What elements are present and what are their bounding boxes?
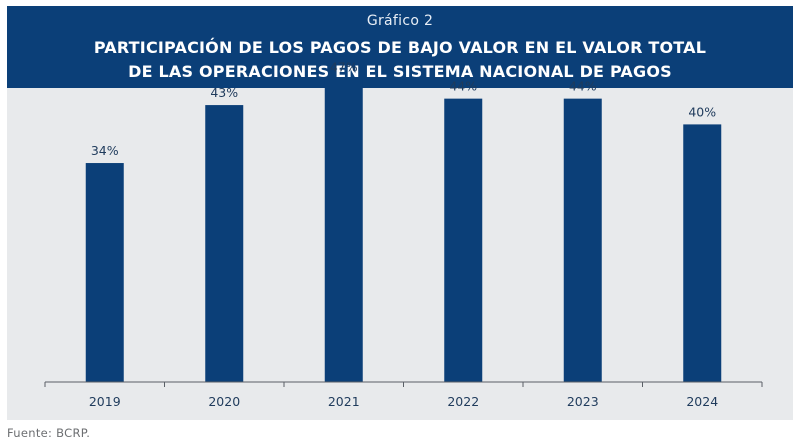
data-label-2024: 40%: [688, 104, 716, 119]
source-note: Fuente: BCRP.: [7, 426, 91, 440]
x-tick-label-2020: 2020: [208, 394, 240, 409]
data-label-2021: 47%: [330, 59, 358, 74]
chart-title: PARTICIPACIÓN DE LOS PAGOS DE BAJO VALOR…: [7, 36, 793, 84]
chart-title-line-1: PARTICIPACIÓN DE LOS PAGOS DE BAJO VALOR…: [93, 38, 707, 57]
bar-2021: [324, 79, 363, 382]
x-tick-label-2023: 2023: [567, 394, 599, 409]
bar-2023: [563, 98, 602, 382]
x-tick-label-2024: 2024: [686, 394, 718, 409]
data-label-2020: 43%: [210, 85, 238, 100]
chart-header: Gráfico 2 PARTICIPACIÓN DE LOS PAGOS DE …: [7, 6, 793, 88]
bar-2019: [85, 163, 124, 382]
data-label-2023: 44%: [569, 79, 597, 94]
chart-title-line-2: DE LAS OPERACIONES EN EL SISTEMA NACIONA…: [128, 62, 672, 81]
data-label-2019: 34%: [91, 143, 119, 158]
x-tick-label-2019: 2019: [89, 394, 121, 409]
x-tick-label-2022: 2022: [447, 394, 479, 409]
chart-subtitle: Gráfico 2: [366, 13, 434, 29]
data-label-2022: 44%: [449, 79, 477, 94]
plot-area: [7, 88, 793, 420]
bar-2024: [683, 124, 722, 383]
x-tick-label-2021: 2021: [328, 394, 360, 409]
bar-2020: [205, 105, 244, 382]
bar-2022: [444, 98, 483, 382]
